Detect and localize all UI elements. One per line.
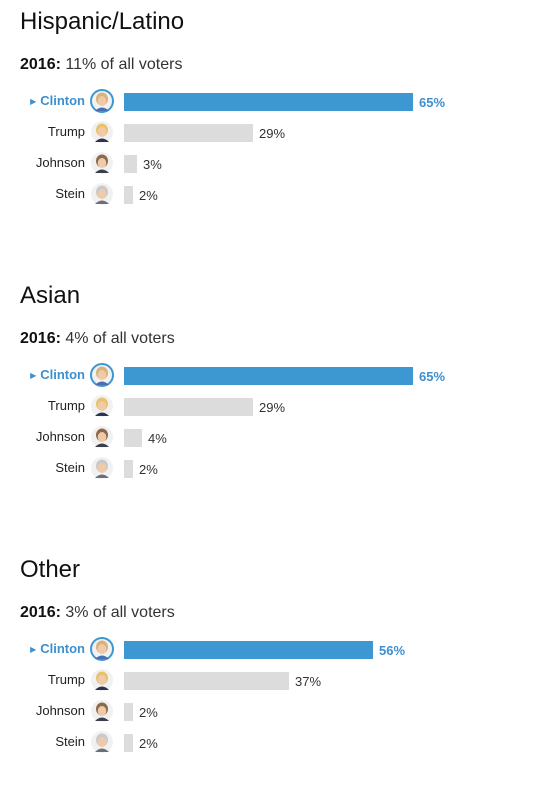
subtitle-share: 4% of all voters — [60, 330, 175, 347]
trump-portrait-icon — [91, 121, 113, 143]
bar-row-stein: Stein 2% — [0, 182, 554, 206]
chart-title: Other — [20, 556, 81, 583]
johnson-portrait-icon — [91, 700, 113, 722]
candidate-name: Johnson — [35, 155, 85, 170]
value-label: 65% — [419, 369, 446, 384]
value-label: 4% — [148, 431, 167, 446]
value-label: 3% — [143, 157, 162, 172]
bar-clinton — [124, 367, 413, 385]
bar-row-trump: Trump 29% — [0, 120, 554, 144]
bar-row-johnson: Johnson 4% — [0, 425, 554, 449]
clinton-portrait-icon — [90, 89, 114, 113]
bar-row-trump: Trump 37% — [0, 668, 554, 692]
bar-johnson — [124, 155, 137, 173]
trump-portrait-icon — [91, 395, 113, 417]
candidate-name: Clinton — [40, 641, 85, 656]
johnson-portrait-icon — [91, 152, 113, 174]
stein-portrait-icon — [91, 183, 113, 205]
chart-subtitle: 2016: 4% of all voters — [20, 330, 175, 348]
stein-portrait-icon — [91, 457, 113, 479]
bar-row-clinton: ▶ Clinton 65% — [0, 89, 554, 113]
bar-row-stein: Stein 2% — [0, 456, 554, 480]
value-label: 2% — [139, 462, 158, 477]
value-label: 65% — [419, 95, 446, 110]
candidate-label: Johnson — [36, 703, 85, 718]
clinton-portrait-icon — [90, 637, 114, 661]
bar-clinton — [124, 93, 413, 111]
trump-portrait-icon — [91, 669, 113, 691]
bar-clinton — [124, 641, 373, 659]
value-label: 2% — [139, 705, 158, 720]
candidate-name: Trump — [47, 124, 85, 139]
bar-trump — [124, 672, 289, 690]
candidate-name: Clinton — [40, 93, 85, 108]
candidate-label: Trump — [48, 124, 85, 139]
chart-title: Hispanic/Latino — [20, 8, 185, 35]
subtitle-year: 2016: — [20, 330, 61, 347]
bar-row-johnson: Johnson 2% — [0, 699, 554, 723]
bar-johnson — [124, 429, 142, 447]
bar-trump — [124, 124, 253, 142]
candidate-name: Stein — [55, 186, 85, 201]
bar-row-stein: Stein 2% — [0, 730, 554, 754]
chart-section-hispanic-latino: Hispanic/Latino 2016: 11% of all voters ▶ C… — [0, 8, 554, 238]
candidate-label: ▶ Clinton — [30, 93, 85, 108]
candidate-label: Trump — [48, 398, 85, 413]
chart-section-asian: Asian 2016: 4% of all voters ▶ Clinton 65% Tr… — [0, 282, 554, 512]
value-label: 29% — [259, 126, 286, 141]
bar-stein — [124, 734, 133, 752]
subtitle-year: 2016: — [20, 56, 61, 73]
bar-row-johnson: Johnson 3% — [0, 151, 554, 175]
candidate-label: Stein — [55, 460, 85, 475]
value-label: 2% — [139, 736, 158, 751]
value-label: 56% — [379, 643, 406, 658]
candidate-label: Stein — [55, 186, 85, 201]
johnson-portrait-icon — [91, 426, 113, 448]
value-label: 2% — [139, 188, 158, 203]
clinton-portrait-icon — [90, 363, 114, 387]
bar-row-clinton: ▶ Clinton 56% — [0, 637, 554, 661]
triangle-right-icon: ▶ — [30, 645, 37, 654]
triangle-right-icon: ▶ — [30, 371, 37, 380]
chart-title: Asian — [20, 282, 81, 309]
subtitle-share: 11% of all voters — [60, 56, 183, 73]
candidate-name: Clinton — [40, 367, 85, 382]
candidate-name: Johnson — [35, 703, 85, 718]
bar-trump — [124, 398, 253, 416]
value-label: 29% — [259, 400, 286, 415]
triangle-right-icon: ▶ — [30, 97, 37, 106]
candidate-name: Trump — [47, 672, 85, 687]
candidate-name: Stein — [55, 460, 85, 475]
subtitle-year: 2016: — [20, 604, 61, 621]
chart-subtitle: 2016: 3% of all voters — [20, 604, 175, 622]
chart-section-other: Other 2016: 3% of all voters ▶ Clinton 56% Tr… — [0, 556, 554, 786]
candidate-label: ▶ Clinton — [30, 641, 85, 656]
candidate-label: Johnson — [36, 429, 85, 444]
subtitle-share: 3% of all voters — [60, 604, 175, 621]
bar-stein — [124, 460, 133, 478]
candidate-name: Stein — [55, 734, 85, 749]
candidate-name: Trump — [47, 398, 85, 413]
bar-row-clinton: ▶ Clinton 65% — [0, 363, 554, 387]
stein-portrait-icon — [91, 731, 113, 753]
bar-johnson — [124, 703, 133, 721]
value-label: 37% — [295, 674, 322, 689]
candidate-label: Trump — [48, 672, 85, 687]
candidate-name: Johnson — [35, 429, 85, 444]
candidate-label: ▶ Clinton — [30, 367, 85, 382]
chart-subtitle: 2016: 11% of all voters — [20, 56, 182, 74]
candidate-label: Stein — [55, 734, 85, 749]
bar-row-trump: Trump 29% — [0, 394, 554, 418]
candidate-label: Johnson — [36, 155, 85, 170]
bar-stein — [124, 186, 133, 204]
